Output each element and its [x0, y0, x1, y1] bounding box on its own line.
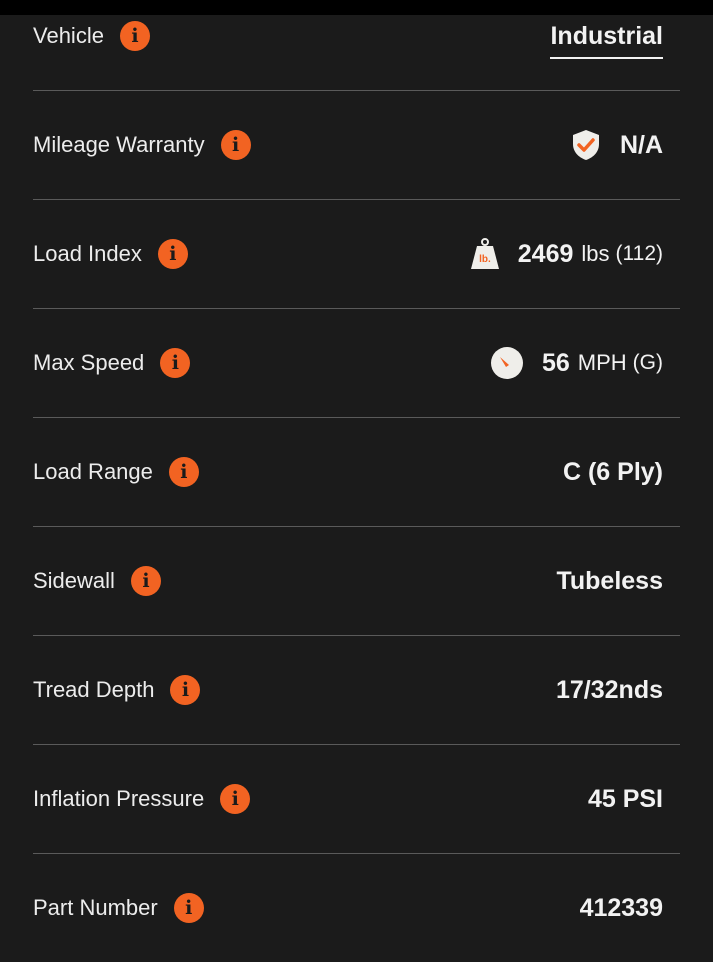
info-icon[interactable]: i [220, 130, 251, 160]
info-icon[interactable]: i [119, 21, 150, 51]
spec-value: 56 [541, 348, 570, 377]
spec-row-part-number: Part Number i 412339 [33, 854, 680, 962]
spec-label: Mileage Warranty [33, 132, 205, 157]
spec-label: Inflation Pressure [33, 786, 205, 811]
spec-label: Vehicle [33, 23, 104, 48]
speedometer-icon [490, 346, 524, 380]
spec-row-tread-depth: Tread Depth i 17/32nds [33, 636, 680, 745]
spec-row-max-speed: Max Speed i 56 MPH (G) [33, 309, 680, 418]
spec-label: Max Speed [33, 350, 145, 375]
spec-label: Tread Depth [33, 677, 155, 702]
info-icon[interactable]: i [130, 566, 161, 596]
info-icon[interactable]: i [220, 784, 251, 814]
info-icon[interactable]: i [170, 675, 201, 705]
spec-row-inflation-pressure: Inflation Pressure i 45 PSI [33, 745, 680, 854]
weight-icon: lb. [470, 237, 500, 271]
svg-text:lb.: lb. [479, 254, 491, 265]
spec-unit: lbs [581, 241, 610, 266]
status-bar [0, 0, 713, 15]
spec-list: Vehicle i Industrial Mileage Warranty i N/… [33, 0, 680, 962]
spec-value: N/A [619, 130, 663, 159]
spec-value: 412339 [579, 893, 663, 922]
vehicle-link[interactable]: Industrial [550, 22, 663, 59]
spec-row-vehicle: Vehicle i Industrial [33, 0, 680, 91]
shield-check-icon [570, 128, 602, 162]
spec-sub: (G) [632, 351, 663, 374]
spec-row-load-range: Load Range i C (6 Ply) [33, 418, 680, 527]
spec-value: Tubeless [556, 566, 663, 595]
spec-label: Part Number [33, 895, 158, 920]
spec-row-load-index: Load Index i lb. 2469 lbs (112) [33, 200, 680, 309]
info-icon[interactable]: i [160, 348, 191, 378]
info-icon[interactable]: i [157, 239, 188, 269]
spec-value: 45 PSI [587, 784, 663, 813]
spec-value: C (6 Ply) [562, 457, 663, 486]
spec-unit: MPH [577, 350, 627, 375]
info-icon[interactable]: i [168, 457, 199, 487]
info-icon[interactable]: i [173, 893, 204, 923]
spec-value: 2469 [517, 239, 574, 268]
spec-label: Load Index [33, 241, 142, 266]
spec-value: 17/32nds [555, 675, 663, 704]
spec-label: Sidewall [33, 568, 115, 593]
spec-row-mileage-warranty: Mileage Warranty i N/A [33, 91, 680, 200]
spec-sub: (112) [615, 242, 663, 265]
spec-label: Load Range [33, 459, 153, 484]
spec-row-sidewall: Sidewall i Tubeless [33, 527, 680, 636]
